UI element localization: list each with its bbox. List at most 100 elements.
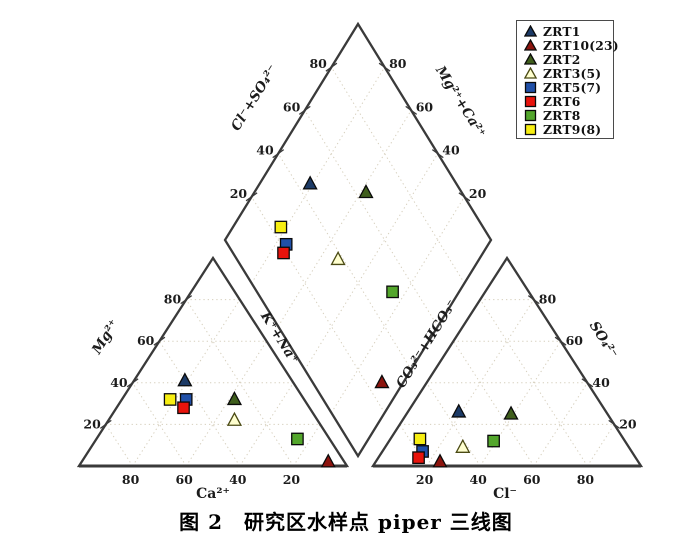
tick-label: 60 <box>566 333 584 348</box>
legend-item: ZRT10(23) <box>524 38 619 53</box>
tick-label: 80 <box>122 472 140 487</box>
data-point-diamond <box>274 220 288 234</box>
legend-marker-icon <box>524 25 538 38</box>
tick-mark <box>581 378 594 388</box>
tick-label: 80 <box>577 472 595 487</box>
data-point-diamond <box>358 184 374 199</box>
grid-line <box>158 340 241 467</box>
tick-label: 40 <box>442 143 460 158</box>
grid-line <box>277 153 412 370</box>
tick-label: 80 <box>164 292 182 307</box>
tick-mark <box>99 419 112 429</box>
tick-label: 40 <box>229 472 247 487</box>
cation-triangle-outline <box>76 255 350 468</box>
data-point-diamond <box>277 246 290 260</box>
tick-label: 40 <box>256 143 274 158</box>
data-point-diamond <box>330 250 346 266</box>
tick-mark <box>180 295 193 305</box>
tick-label: 60 <box>523 472 541 487</box>
grid-line <box>330 66 465 284</box>
tick-label: 20 <box>283 472 301 487</box>
legend-marker-icon <box>524 81 537 94</box>
tick-mark <box>126 378 139 388</box>
tick-mark <box>458 192 471 202</box>
data-point-anion <box>451 403 467 418</box>
tick-label: 20 <box>83 416 101 431</box>
tick-label: 40 <box>469 472 487 487</box>
legend-marker-icon <box>524 53 538 65</box>
legend-item: ZRT3(5) <box>524 66 613 82</box>
data-point-diamond <box>302 175 318 190</box>
anion-bottom-axis-title: Cl⁻ <box>493 486 517 502</box>
legend-marker-icon <box>524 39 538 51</box>
diamond-lower-right-axis-title: CO₃²⁻+HCO₃⁻ <box>393 297 460 391</box>
data-point-cation <box>163 393 177 406</box>
legend-item-label: ZRT2 <box>543 52 581 68</box>
tick-mark <box>378 62 391 72</box>
legend-marker-icon <box>524 67 538 79</box>
data-point-anion <box>432 453 448 468</box>
legend-item-label: ZRT6 <box>543 93 581 109</box>
tick-label: 20 <box>469 186 487 201</box>
data-point-cation <box>177 372 193 387</box>
tick-label: 80 <box>539 292 557 307</box>
legend-item: ZRT2 <box>524 52 613 68</box>
legend: ZRT1 ZRT10(23) ZRT2 ZRT3(5) ZRT5(7) ZRT6 ZRT8 Z… <box>516 20 619 139</box>
tick-label: 60 <box>283 99 301 114</box>
legend-item-label: ZRT10(23) <box>543 38 619 54</box>
legend-item: ZRT8 <box>524 107 613 123</box>
data-point-cation <box>226 411 243 426</box>
diamond-upper-right-axis-title: Mg²⁺+Ca²⁺ <box>432 62 489 140</box>
tick-label: 80 <box>309 56 327 71</box>
gridlines <box>105 66 615 467</box>
legend-item-label: ZRT5(7) <box>543 80 602 96</box>
legend-item-label: ZRT3(5) <box>543 66 602 82</box>
grid-line <box>105 424 134 467</box>
grid-line <box>277 110 412 327</box>
legend-item-label: ZRT1 <box>543 24 581 40</box>
tick-label: 20 <box>230 186 248 201</box>
grid-line <box>251 196 386 414</box>
legend-item: ZRT5(7) <box>524 80 613 96</box>
tick-mark <box>298 105 311 115</box>
data-point-anion <box>413 432 427 446</box>
grid-line <box>132 382 187 467</box>
tick-label: 60 <box>175 472 193 487</box>
tick-mark <box>153 336 166 346</box>
tick-mark <box>245 192 258 202</box>
grid-line <box>330 196 465 414</box>
grid-line <box>304 110 439 327</box>
anion-right-axis-title: SO₄²⁻ <box>586 318 621 361</box>
grid-line <box>426 382 481 467</box>
legend-marker-icon <box>524 123 537 135</box>
data-point-cation <box>226 390 243 406</box>
tick-label: 20 <box>619 416 637 431</box>
tick-label: 60 <box>416 99 434 114</box>
diamond-outline <box>223 21 493 459</box>
legend-item-label: ZRT9(8) <box>543 121 602 137</box>
tick-mark <box>554 336 567 346</box>
grid-line <box>586 424 615 467</box>
data-point-diamond <box>386 285 399 299</box>
grid-line <box>239 382 294 467</box>
legend-item: ZRT6 <box>524 93 613 109</box>
data-point-cation <box>320 453 336 468</box>
data-point-anion <box>412 451 425 465</box>
tick-mark <box>431 149 444 159</box>
data-point-anion <box>487 434 500 448</box>
tick-mark <box>608 419 621 429</box>
data-point-cation <box>177 401 190 415</box>
data-points <box>163 175 519 468</box>
data-point-cation <box>291 432 304 446</box>
tick-label: 80 <box>389 56 407 71</box>
legend-item-label: ZRT8 <box>543 107 581 123</box>
tick-label: 40 <box>592 375 610 390</box>
figure-caption: 图 2 研究区水样点 piper 三线图 <box>179 510 513 534</box>
grid-line <box>185 340 268 467</box>
grid-line <box>304 153 439 370</box>
tick-label: 60 <box>137 333 155 348</box>
tick-mark <box>405 105 418 115</box>
tick-label: 40 <box>110 375 128 390</box>
